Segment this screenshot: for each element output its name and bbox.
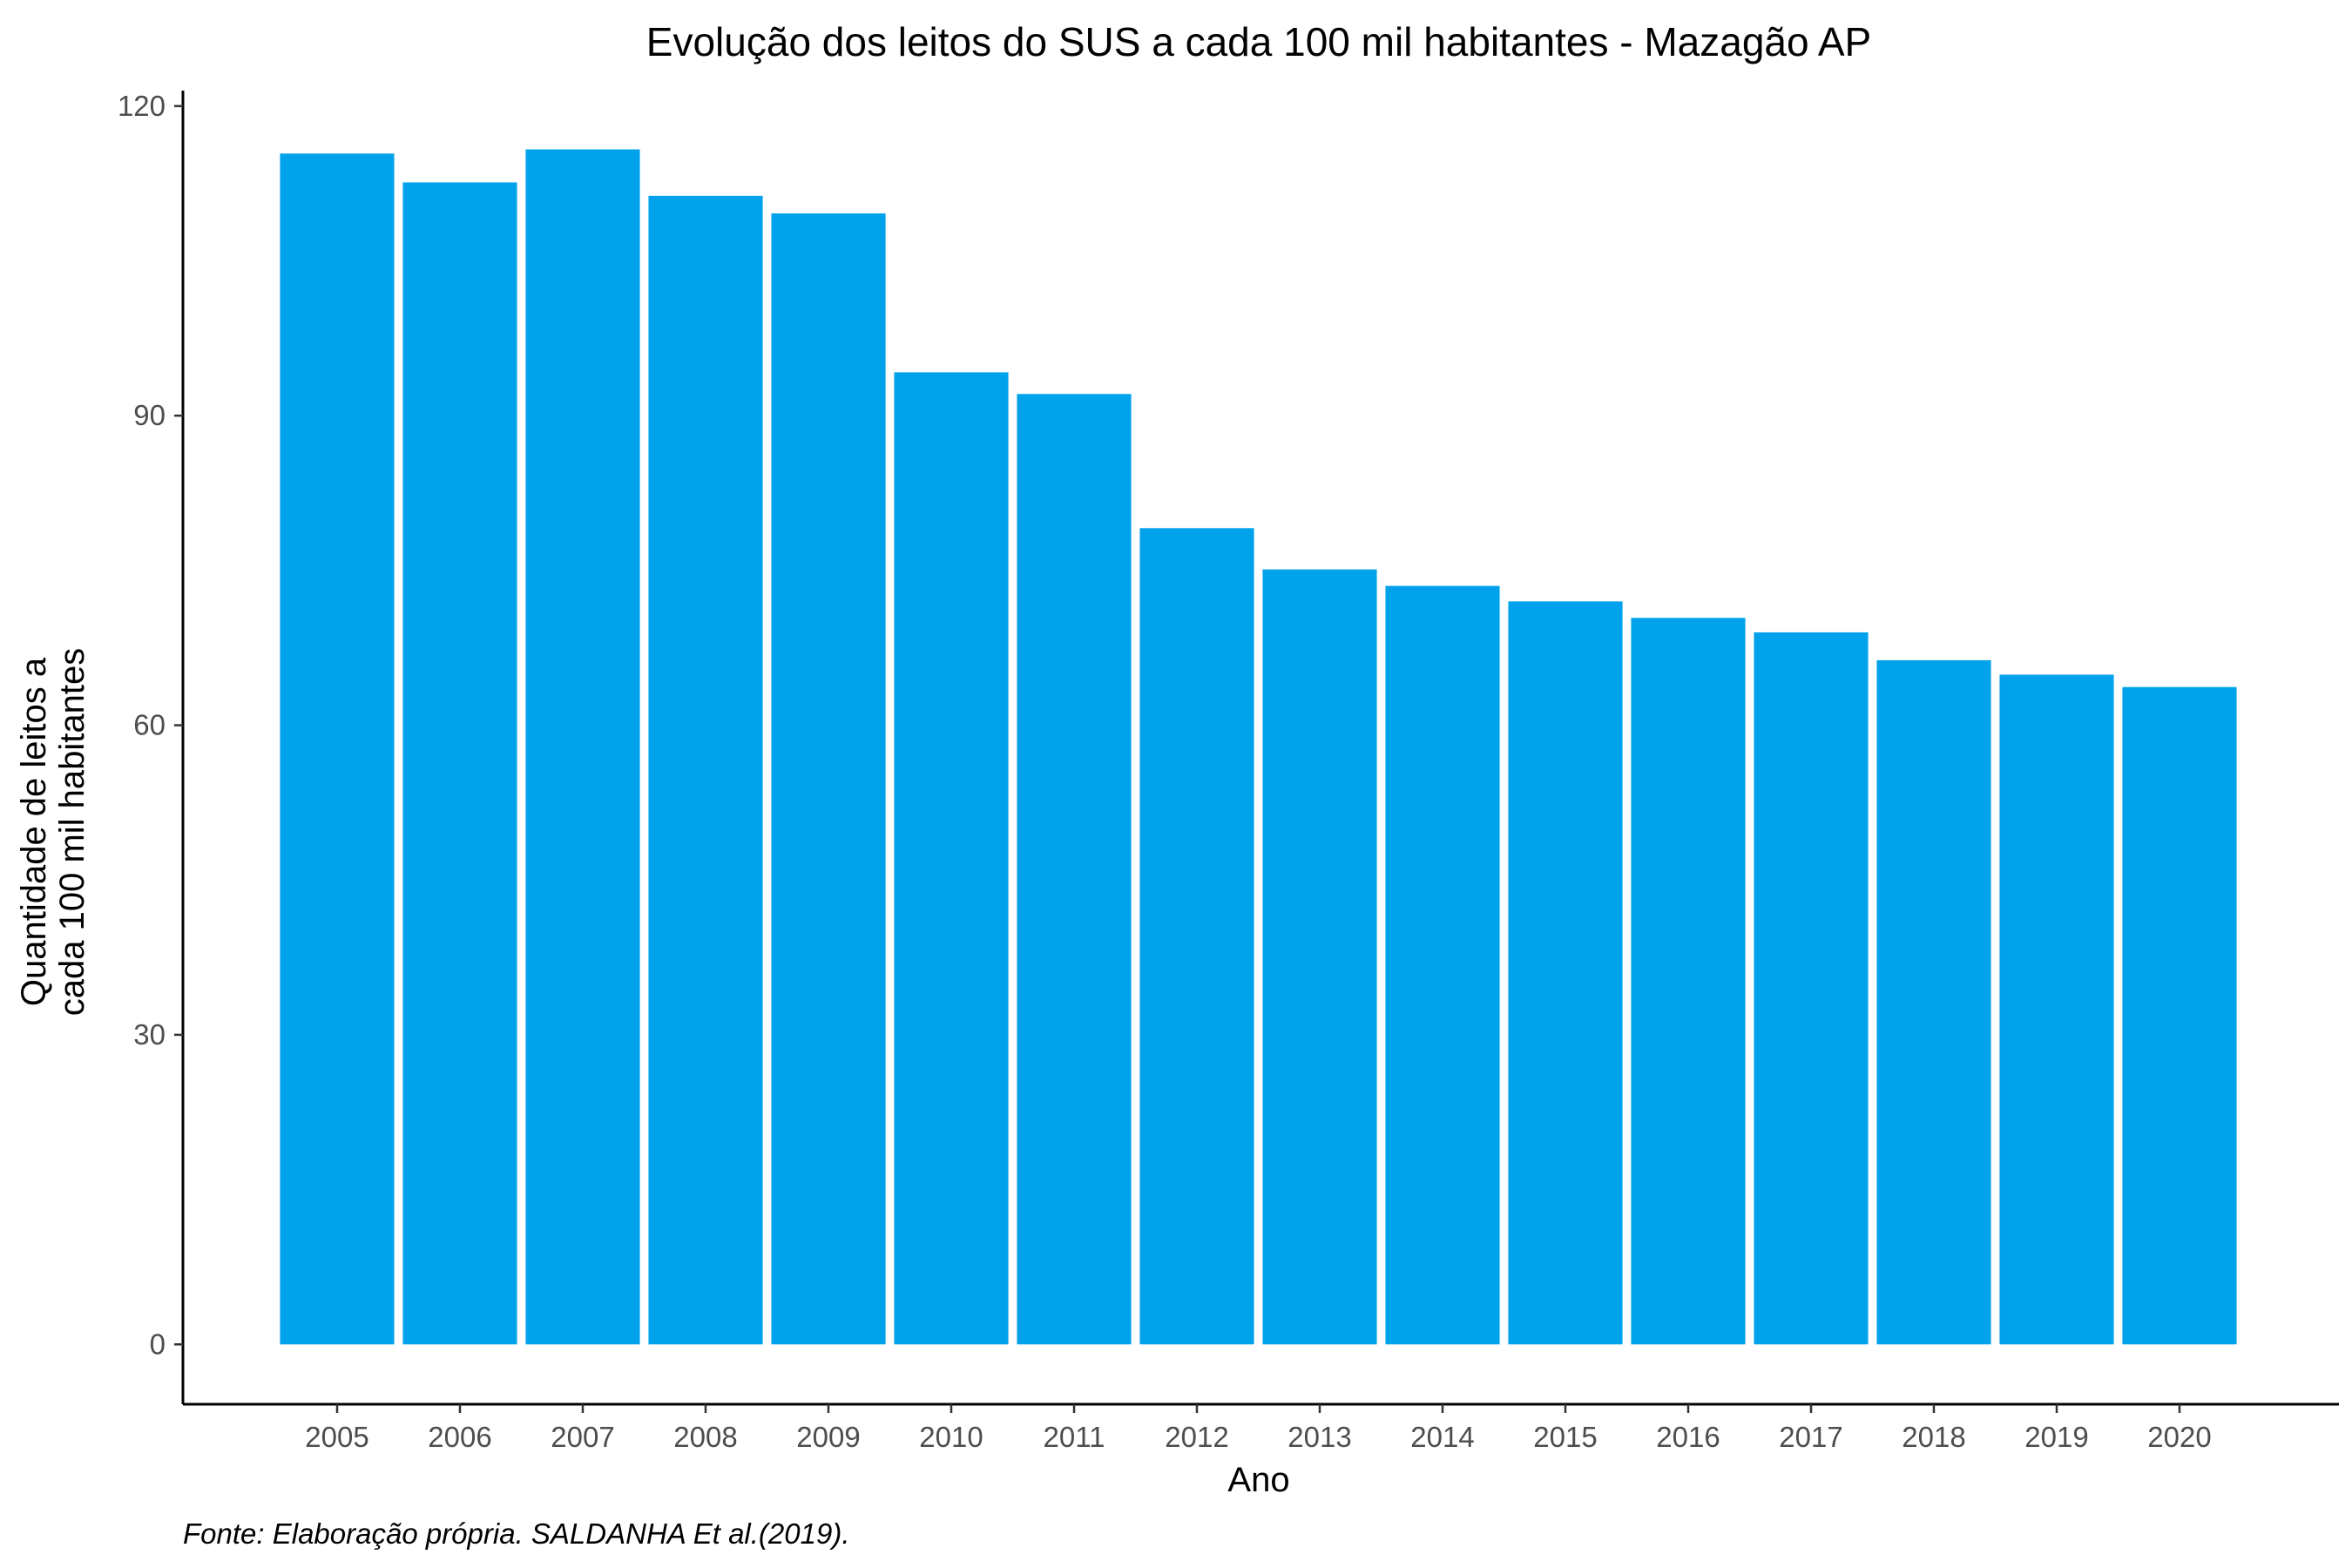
bar-2019 [1999,674,2114,1345]
bars-layer [280,149,2237,1345]
bar-2010 [894,372,1009,1345]
x-tick-label: 2012 [1165,1421,1228,1453]
chart-title: Evolução dos leitos do SUS a cada 100 mi… [646,19,1871,64]
y-tick-label: 0 [150,1328,166,1360]
y-tick-label: 90 [133,399,166,431]
x-tick-label: 2013 [1288,1421,1351,1453]
y-axis-title-line-1: Quantidade de leitos a [15,657,53,1006]
bar-2015 [1508,601,1623,1345]
bar-2006 [402,182,517,1345]
bar-2012 [1139,528,1254,1345]
x-tick-label: 2006 [428,1421,491,1453]
bar-2008 [648,195,763,1345]
source-caption: Fonte: Elaboração própria. SALDANHA Et a… [183,1517,850,1550]
x-tick-label: 2011 [1044,1421,1105,1453]
x-tick-label: 2019 [2024,1421,2088,1453]
bar-2017 [1754,632,1869,1345]
bar-2005 [280,153,395,1345]
x-tick-label: 2009 [796,1421,860,1453]
bar-2016 [1631,618,1746,1345]
x-tick-label: 2016 [1656,1421,1720,1453]
y-tick-label: 30 [133,1018,166,1051]
bar-2011 [1017,394,1132,1345]
x-tick-label: 2020 [2147,1421,2211,1453]
x-tick-label: 2018 [1902,1421,1965,1453]
axes-layer [181,91,2339,1406]
ticks-layer: 0 30 60 90 120 2005 2006 2007 2008 2009 2010 2011 20… [118,90,2212,1453]
y-axis-title: Quantidade de leitos a cada 100 mil habi… [15,648,91,1017]
bar-2009 [771,213,886,1345]
x-axis-title: Ano [1227,1461,1289,1499]
y-tick-label: 120 [118,90,166,122]
bar-2007 [525,149,640,1345]
x-tick-label: 2015 [1533,1421,1597,1453]
y-tick-label: 60 [133,709,166,741]
bar-2013 [1262,569,1377,1345]
x-tick-label: 2010 [919,1421,983,1453]
x-tick-label: 2007 [551,1421,614,1453]
x-tick-label: 2005 [305,1421,368,1453]
x-tick-label: 2017 [1779,1421,1842,1453]
bar-2014 [1385,585,1500,1345]
x-tick-label: 2008 [673,1421,737,1453]
y-axis-title-line-2: cada 100 mil habitantes [53,648,91,1017]
bar-2018 [1876,659,1991,1345]
bar-2020 [2122,686,2237,1345]
x-tick-label: 2014 [1410,1421,1474,1453]
